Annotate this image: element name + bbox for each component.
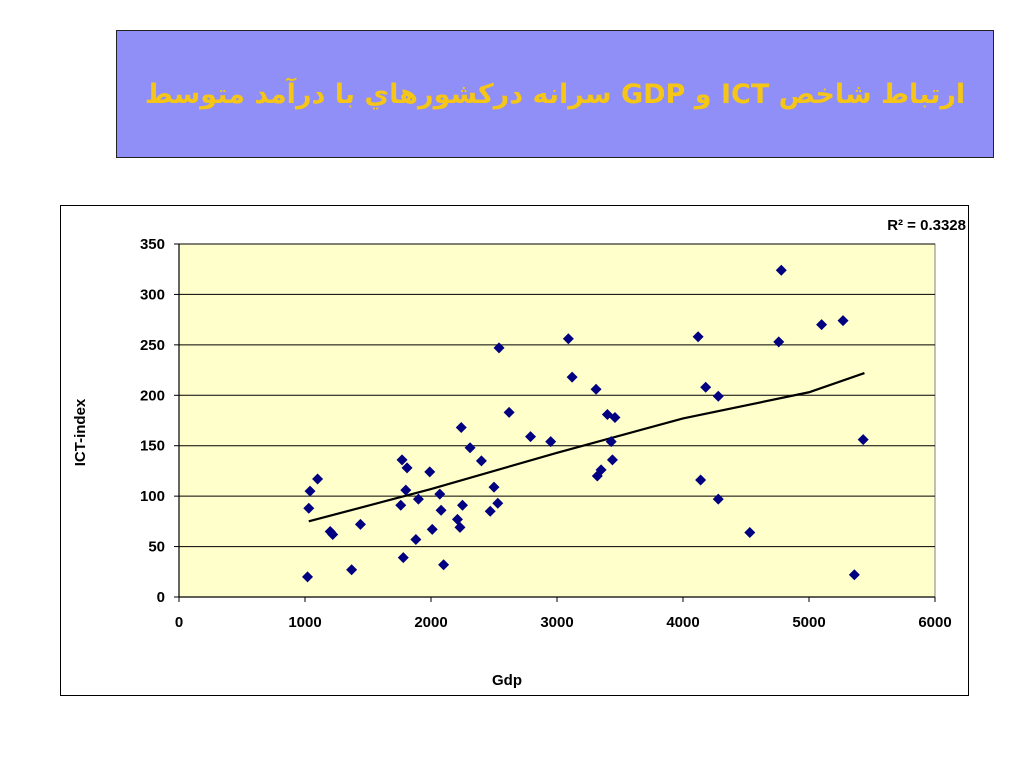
plot-area — [178, 243, 936, 598]
data-point — [605, 436, 617, 448]
slide-title: ارتباط شاخص ICT و GDP سرانه درکشورهاي با… — [144, 78, 966, 110]
data-point — [773, 336, 785, 348]
data-point — [451, 513, 463, 525]
data-point — [595, 464, 607, 476]
data-point — [303, 502, 315, 514]
x-tick-label: 4000 — [666, 614, 699, 631]
data-point — [609, 411, 621, 423]
data-point — [304, 485, 316, 497]
y-tick-label: 200 — [140, 387, 165, 404]
data-point — [327, 528, 339, 540]
x-axis-label: Gdp — [492, 672, 522, 689]
data-point — [412, 493, 424, 505]
y-tick-label: 150 — [140, 438, 165, 455]
data-point — [475, 455, 487, 467]
data-point — [410, 534, 422, 546]
x-tick-label: 3000 — [540, 614, 573, 631]
data-point — [424, 466, 436, 478]
data-point — [525, 431, 537, 443]
data-point — [503, 406, 515, 418]
data-point — [692, 331, 704, 343]
x-tick-label: 0 — [175, 614, 183, 631]
data-point — [484, 505, 496, 517]
data-point — [744, 526, 756, 538]
data-point — [837, 315, 849, 327]
data-point — [562, 333, 574, 345]
data-point — [354, 518, 366, 530]
x-tick-label: 5000 — [792, 614, 825, 631]
data-point — [455, 422, 467, 434]
y-tick-label: 250 — [140, 337, 165, 354]
chart-frame: 0 50 100 150 200 250 300 350 0 1000 2000 3000 4000 50… — [60, 205, 969, 696]
data-point — [712, 493, 724, 505]
data-point — [396, 454, 408, 466]
data-point — [454, 521, 466, 533]
data-point — [426, 523, 438, 535]
data-point — [457, 499, 468, 511]
data-point — [700, 381, 712, 393]
data-point — [775, 264, 787, 276]
data-point — [401, 462, 413, 474]
title-box: ارتباط شاخص ICT و GDP سرانه درکشورهاي با… — [116, 30, 994, 158]
scatter-chart: 0 50 100 150 200 250 300 350 0 1000 2000 3000 4000 50… — [72, 217, 966, 689]
y-tick-label: 100 — [140, 488, 165, 505]
data-point — [492, 497, 504, 509]
data-point — [566, 371, 578, 383]
data-point — [434, 488, 446, 500]
y-tick-label: 50 — [148, 539, 165, 556]
data-point — [438, 559, 450, 571]
data-point — [493, 342, 505, 354]
x-tick-label: 6000 — [918, 614, 951, 631]
data-point — [397, 552, 409, 564]
data-point — [346, 564, 358, 576]
data-point — [816, 319, 828, 331]
y-tick-label: 300 — [140, 286, 165, 303]
data-point — [435, 504, 447, 516]
data-point — [312, 473, 324, 485]
data-point — [590, 383, 602, 395]
y-tick-label: 350 — [140, 236, 165, 253]
data-point — [302, 571, 314, 583]
data-point — [848, 569, 860, 581]
data-point — [488, 481, 500, 493]
data-point — [545, 436, 557, 448]
y-axis-label: ICT-index — [72, 398, 89, 466]
data-point — [857, 434, 869, 446]
x-tick-label: 2000 — [414, 614, 447, 631]
r-squared-annotation: R² = 0.3328 — [887, 217, 966, 234]
trendline — [308, 372, 865, 523]
y-tick-label: 0 — [157, 589, 165, 606]
data-point — [695, 474, 707, 486]
x-tick-label: 1000 — [288, 614, 321, 631]
data-point — [606, 454, 618, 466]
data-point — [400, 484, 412, 496]
data-point — [464, 442, 476, 454]
data-point — [395, 499, 407, 511]
data-point — [712, 390, 724, 402]
